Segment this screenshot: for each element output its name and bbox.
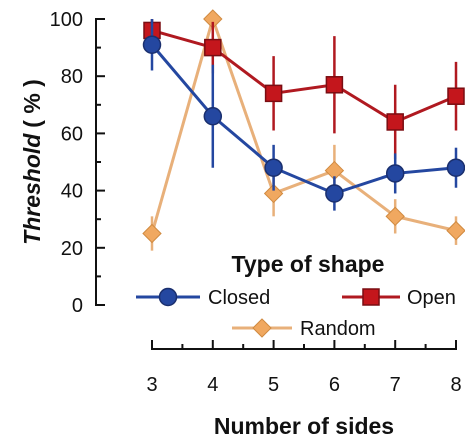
data-point-open: [204, 38, 222, 57]
x-axis: 3 4 5 6 7 8: [146, 340, 462, 396]
y-tick-label: 0: [72, 295, 83, 317]
data-point-open: [325, 76, 344, 94]
legend-marker-open: [362, 288, 380, 306]
legend-item-closed: Closed: [136, 287, 270, 309]
series-layer: [142, 9, 465, 251]
data-point-random: [446, 220, 465, 241]
data-point-open: [447, 87, 465, 105]
legend-marker-random: [252, 318, 272, 338]
x-tick-label: 6: [329, 374, 340, 396]
series-line-random: [150, 14, 457, 234]
legend-item-random: Random: [232, 318, 376, 340]
data-point-closed: [385, 164, 405, 183]
data-point-random: [385, 206, 405, 227]
data-point-open: [386, 113, 404, 131]
y-axis-title-unit: ( % ): [19, 79, 45, 128]
x-tick-label: 8: [450, 374, 461, 396]
legend: Type of shape Closed Open Random: [136, 251, 456, 340]
x-tick-label: 3: [146, 374, 157, 396]
series-random: [142, 9, 465, 251]
y-axis-title-main: Threshold: [19, 133, 45, 245]
data-point-random: [142, 223, 162, 244]
y-tick-label: 20: [61, 238, 83, 260]
series-closed: [142, 19, 465, 211]
legend-label-closed: Closed: [208, 287, 270, 309]
y-tick-label: 100: [50, 9, 83, 31]
legend-title: Type of shape: [232, 251, 385, 277]
legend-item-open: Open: [342, 287, 456, 309]
legend-marker-closed: [158, 287, 178, 307]
x-tick-label: 5: [268, 374, 279, 396]
y-tick-label: 60: [61, 123, 83, 145]
x-axis-title: Number of sides: [214, 413, 394, 439]
data-point-closed: [325, 184, 344, 203]
data-point-closed: [142, 35, 162, 54]
data-point-closed: [264, 158, 283, 177]
data-point-closed: [446, 158, 465, 177]
x-tick-label: 4: [207, 374, 218, 396]
legend-label-open: Open: [407, 287, 456, 309]
series-line-open: [151, 28, 457, 124]
y-tick-label: 40: [61, 181, 83, 203]
series-line-closed: [150, 43, 457, 196]
legend-label-random: Random: [300, 318, 376, 340]
y-tick-label: 80: [61, 66, 83, 88]
data-point-random: [263, 183, 284, 204]
y-axis-title: Threshold ( % ): [19, 79, 45, 245]
y-axis: 0 20 40 60 80 100: [50, 9, 105, 317]
data-point-open: [264, 84, 283, 103]
x-tick-label: 7: [390, 374, 401, 396]
legend-items: Closed Open Random: [136, 287, 456, 340]
data-point-closed: [203, 106, 223, 126]
